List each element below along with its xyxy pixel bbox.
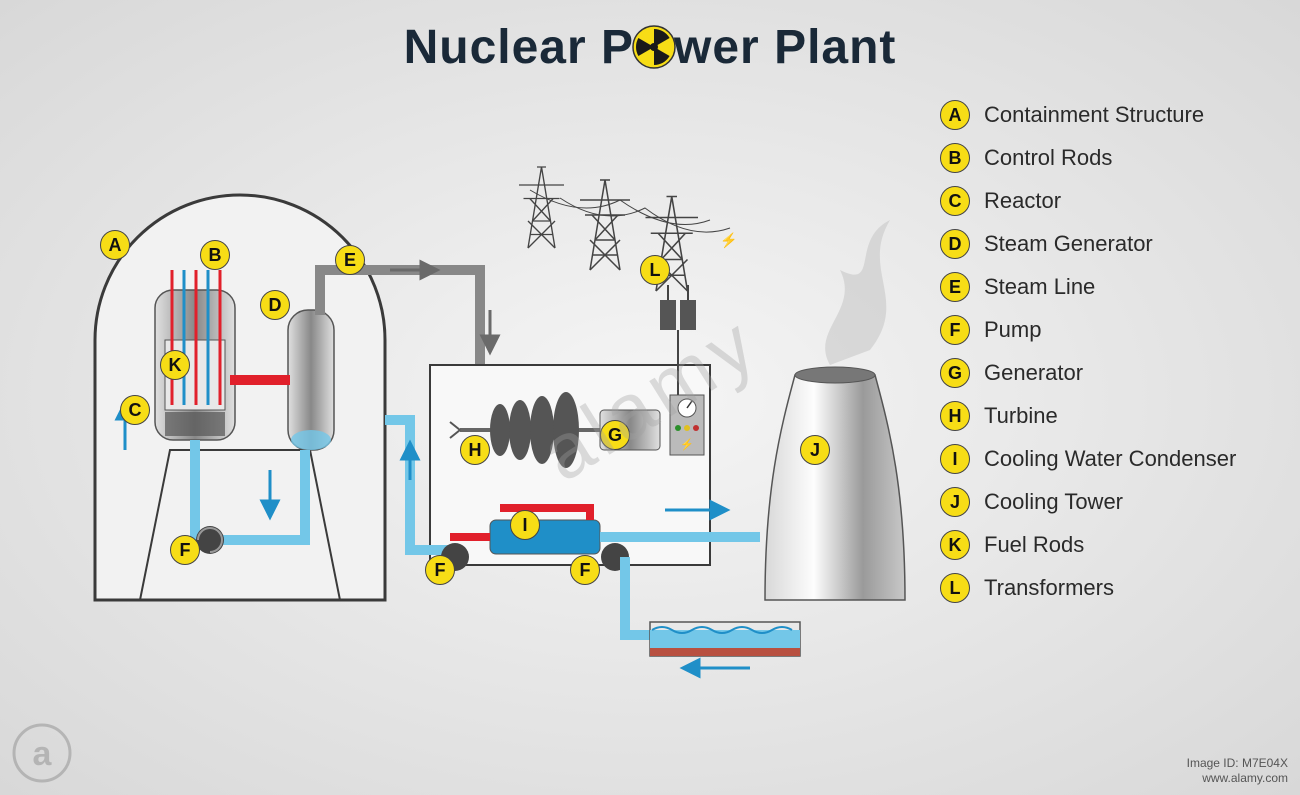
diagram-svg: ⚡ <box>60 150 940 710</box>
legend-badge: I <box>940 444 970 474</box>
svg-text:⚡: ⚡ <box>720 232 737 249</box>
diagram-badge-k: K <box>160 350 190 380</box>
diagram-badge-l: L <box>640 255 670 285</box>
legend-badge: D <box>940 229 970 259</box>
legend-label: Fuel Rods <box>984 532 1084 558</box>
diagram-badge-e: E <box>335 245 365 275</box>
diagram-badge-h: H <box>460 435 490 465</box>
legend-badge: H <box>940 401 970 431</box>
legend-badge: C <box>940 186 970 216</box>
diagram-badge-g: G <box>600 420 630 450</box>
legend-row: J Cooling Tower <box>940 487 1240 517</box>
legend-label: Transformers <box>984 575 1114 601</box>
control-panel: ⚡ <box>670 395 704 455</box>
legend-badge: E <box>940 272 970 302</box>
diagram: ⚡ <box>60 150 940 710</box>
legend-label: Steam Generator <box>984 231 1153 257</box>
legend: A Containment Structure B Control Rods C Reac… <box>940 100 1240 616</box>
legend-row: H Turbine <box>940 401 1240 431</box>
legend-row: K Fuel Rods <box>940 530 1240 560</box>
cooling-makeup-pipe <box>625 557 660 635</box>
legend-row: G Generator <box>940 358 1240 388</box>
legend-label: Control Rods <box>984 145 1112 171</box>
site-url-text: www.alamy.com <box>1187 771 1288 787</box>
legend-label: Pump <box>984 317 1041 343</box>
attribution: Image ID: M7E04X www.alamy.com <box>1187 756 1288 787</box>
water-body <box>650 622 800 668</box>
legend-badge: G <box>940 358 970 388</box>
legend-label: Cooling Tower <box>984 489 1123 515</box>
legend-badge: K <box>940 530 970 560</box>
legend-label: Cooling Water Condenser <box>984 446 1236 472</box>
legend-label: Turbine <box>984 403 1058 429</box>
page-title: Nuclear P wer Plant <box>0 20 1300 75</box>
radiation-icon <box>632 25 676 69</box>
legend-row: L Transformers <box>940 573 1240 603</box>
legend-row: I Cooling Water Condenser <box>940 444 1240 474</box>
legend-badge: J <box>940 487 970 517</box>
title-part-2: wer Plant <box>674 21 896 74</box>
title-part-1: Nuclear P <box>404 21 634 74</box>
diagram-badge-f: F <box>170 535 200 565</box>
legend-row: B Control Rods <box>940 143 1240 173</box>
legend-row: C Reactor <box>940 186 1240 216</box>
legend-row: F Pump <box>940 315 1240 345</box>
svg-text:⚡: ⚡ <box>680 438 694 451</box>
diagram-badge-c: C <box>120 395 150 425</box>
legend-label: Generator <box>984 360 1083 386</box>
transmission-towers: ⚡ <box>519 167 737 291</box>
diagram-badge-f: F <box>570 555 600 585</box>
cooling-tower <box>765 220 905 600</box>
diagram-badge-d: D <box>260 290 290 320</box>
legend-badge: A <box>940 100 970 130</box>
legend-badge: L <box>940 573 970 603</box>
diagram-badge-j: J <box>800 435 830 465</box>
legend-row: A Containment Structure <box>940 100 1240 130</box>
legend-row: D Steam Generator <box>940 229 1240 259</box>
steam-generator <box>288 310 334 450</box>
legend-label: Reactor <box>984 188 1061 214</box>
pump-icon <box>196 526 224 554</box>
legend-label: Steam Line <box>984 274 1095 300</box>
legend-badge: B <box>940 143 970 173</box>
image-id-text: Image ID: M7E04X <box>1187 756 1288 772</box>
diagram-badge-i: I <box>510 510 540 540</box>
legend-label: Containment Structure <box>984 102 1204 128</box>
legend-row: E Steam Line <box>940 272 1240 302</box>
diagram-badge-a: A <box>100 230 130 260</box>
diagram-badge-f: F <box>425 555 455 585</box>
alamy-logo-icon: a <box>12 723 72 783</box>
legend-badge: F <box>940 315 970 345</box>
diagram-badge-b: B <box>200 240 230 270</box>
svg-text:a: a <box>33 735 53 773</box>
